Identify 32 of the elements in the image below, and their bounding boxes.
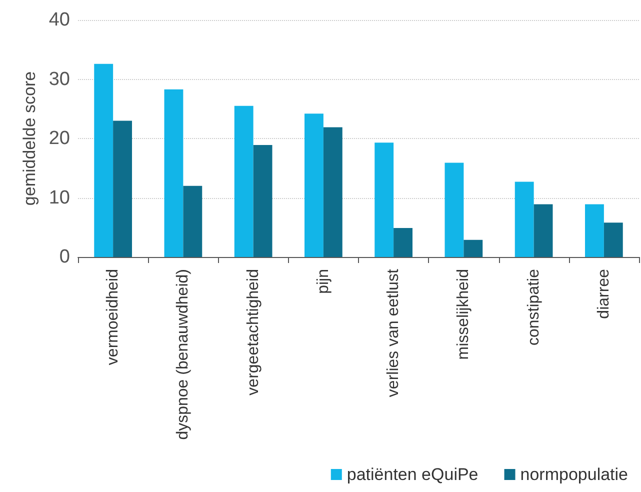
x-tick-label: constipatie [525,268,542,346]
bar [113,120,132,257]
bar [253,145,272,257]
bar [323,127,342,257]
bar [514,182,534,257]
x-tick-label: verlies van eetlust [385,268,402,398]
bar [394,228,412,257]
bar [94,64,114,257]
legend-label: normpopulatie [520,465,628,484]
x-tick-label: dyspnoe (benauwdheid) [174,269,192,440]
bar [374,142,394,257]
bar [464,240,483,257]
bar [604,222,623,257]
y-tick-label: 0 [59,246,70,268]
y-tick-label: 30 [48,68,70,90]
bar [304,114,324,257]
bar [234,106,254,257]
x-tick-label: diarree [595,268,612,319]
bar [585,204,604,257]
x-tick-label: vermoeidheid [104,269,122,366]
x-tick-label: pijn [314,269,332,294]
y-axis-title: gemiddelde score [20,71,39,206]
y-tick-label: 20 [48,128,70,149]
legend-label: patiënten eQuiPe [346,465,478,484]
y-tick-label: 10 [48,187,70,208]
bar [164,89,184,257]
y-tick-label: 40 [48,10,70,30]
bar [444,162,464,257]
x-tick-label: misselijkheid [455,269,472,360]
bar [534,204,553,257]
x-tick-label: vergeetachtigheid [244,269,262,396]
bar [183,186,202,257]
